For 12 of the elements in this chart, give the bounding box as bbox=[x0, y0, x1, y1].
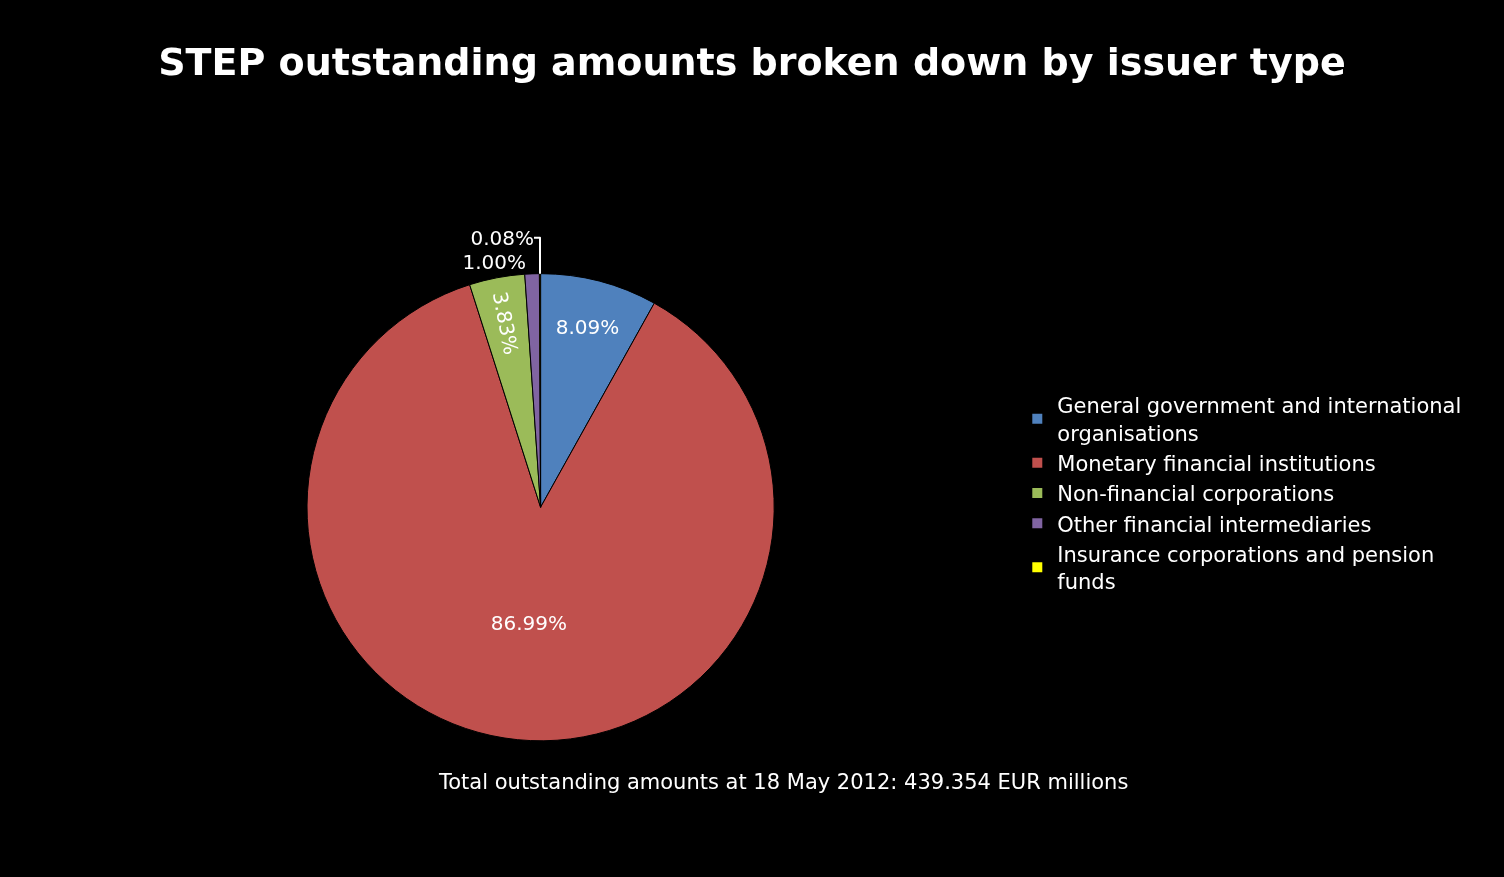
data-label: 1.00% bbox=[462, 249, 527, 274]
chart-title: STEP outstanding amounts broken down by issuer type bbox=[158, 39, 1346, 84]
legend-label: Non-financial corporations bbox=[1057, 482, 1335, 507]
legend-label: Monetary financial institutions bbox=[1057, 451, 1376, 476]
legend-label: Insurance corporations and pension funds bbox=[1057, 542, 1435, 595]
data-label: 8.09% bbox=[555, 314, 620, 339]
data-label: 3.83% bbox=[487, 289, 524, 357]
data-label: 0.08% bbox=[470, 225, 534, 250]
legend-label: General government and international organisations bbox=[1057, 394, 1462, 446]
data-label: 86.99% bbox=[490, 611, 568, 636]
text: Total outstanding amounts at 18 May 2012: 439.354 EUR millions bbox=[438, 770, 1129, 794]
legend-label: Other financial intermediaries bbox=[1057, 512, 1372, 537]
